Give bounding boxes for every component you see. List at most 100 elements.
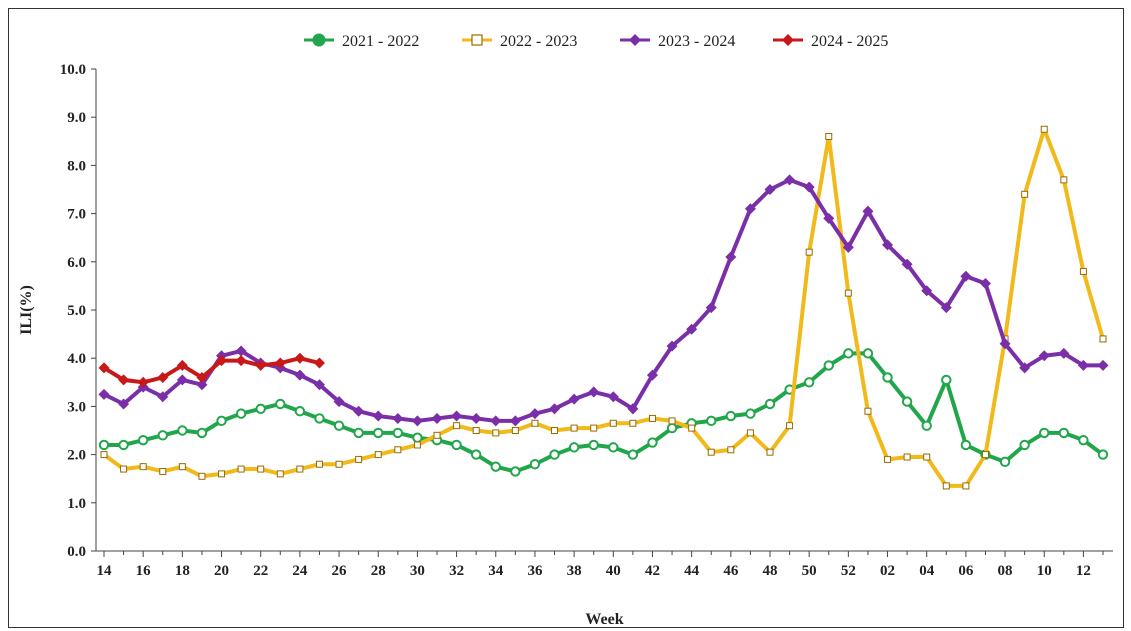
- data-point: [843, 348, 854, 359]
- x-tick-label: 16: [136, 563, 152, 579]
- data-point: [511, 427, 519, 434]
- x-axis-title: Week: [585, 611, 623, 628]
- data-point: [981, 451, 989, 459]
- data-point: [255, 359, 267, 371]
- x-tick-label: 20: [214, 563, 229, 579]
- data-point: [706, 415, 717, 427]
- data-point: [786, 422, 794, 430]
- data-point: [98, 388, 110, 400]
- x-tick-label: 22: [253, 563, 268, 579]
- legend-item: 2021 - 2022: [304, 33, 419, 50]
- legend-item: 2022 - 2023: [462, 33, 577, 50]
- data-point: [492, 429, 500, 437]
- x-tick-label: 50: [802, 563, 817, 579]
- data-point: [257, 465, 265, 473]
- data-point: [666, 340, 678, 352]
- y-tick-label: 2.0: [67, 448, 86, 464]
- data-point: [392, 427, 404, 439]
- data-point: [100, 451, 108, 459]
- data-point: [882, 372, 893, 383]
- data-point: [118, 374, 130, 386]
- data-point: [688, 424, 696, 432]
- data-point: [549, 449, 560, 460]
- data-point: [646, 369, 658, 381]
- data-point: [255, 403, 266, 415]
- series-line: [102, 351, 1105, 474]
- data-point: [1019, 362, 1031, 374]
- data-point: [1099, 335, 1107, 343]
- data-point: [1097, 449, 1109, 460]
- x-tick-label: 48: [763, 563, 778, 579]
- series-1: [98, 348, 1109, 477]
- data-point: [727, 446, 735, 454]
- x-tick-label: 08: [998, 563, 1013, 579]
- data-point: [705, 302, 717, 314]
- data-point: [490, 415, 502, 427]
- data-point: [766, 448, 774, 456]
- data-point: [707, 448, 715, 456]
- data-point: [862, 348, 874, 359]
- data-point: [1019, 439, 1030, 451]
- data-point: [216, 355, 228, 367]
- data-point: [275, 398, 286, 410]
- x-tick-label: 26: [332, 563, 348, 579]
- data-point: [725, 251, 737, 263]
- legend-label: 2023 - 2024: [658, 33, 735, 50]
- data-point: [529, 408, 541, 420]
- x-tick-label: 14: [97, 563, 113, 579]
- data-point: [1021, 190, 1029, 198]
- data-point: [274, 357, 286, 369]
- data-point: [451, 439, 462, 451]
- data-point: [431, 412, 443, 424]
- data-point: [353, 405, 365, 417]
- x-tick-labels: 14 16 18 20 22 24 26 28 30 32 34 36 38 40 42 44 46 48 50 52…: [97, 563, 1091, 579]
- data-point: [472, 427, 480, 434]
- data-point: [157, 430, 168, 441]
- y-tick-label: 5.0: [67, 303, 86, 319]
- legend-label: 2021 - 2022: [342, 33, 419, 50]
- y-tick-label: 6.0: [67, 255, 86, 271]
- data-point: [470, 412, 482, 424]
- x-tick-label: 46: [723, 563, 739, 579]
- legend-swatch-marker: [782, 34, 794, 46]
- data-point: [1077, 359, 1089, 371]
- data-point: [176, 359, 188, 371]
- data-point: [315, 460, 323, 468]
- legend: 2021 - 2022 2022 - 2023 2023 - 2024 2024 - …: [304, 33, 888, 50]
- data-point: [568, 393, 580, 405]
- data-point: [942, 482, 950, 490]
- data-point: [609, 419, 617, 427]
- data-point: [1078, 434, 1089, 446]
- data-point: [764, 183, 776, 196]
- legend-swatch-marker: [312, 33, 326, 47]
- data-point: [803, 181, 815, 193]
- data-point: [470, 449, 482, 460]
- legend-item: 2023 - 2024: [620, 33, 735, 50]
- data-point: [176, 374, 188, 386]
- data-point: [668, 417, 676, 425]
- data-point: [647, 437, 658, 448]
- data-point: [588, 386, 600, 398]
- x-tick-label: 06: [958, 563, 974, 579]
- data-point: [98, 439, 110, 451]
- data-point: [823, 360, 834, 371]
- data-point: [120, 465, 128, 473]
- data-point: [999, 456, 1011, 468]
- data-point: [746, 429, 754, 437]
- data-point: [568, 442, 580, 453]
- x-tick-label: 52: [841, 563, 856, 579]
- data-point: [823, 212, 835, 224]
- data-point: [825, 132, 833, 140]
- data-point: [842, 241, 854, 253]
- data-point: [940, 302, 952, 314]
- data-point: [608, 442, 619, 453]
- y-tick-label: 1.0: [67, 496, 86, 512]
- data-point: [198, 472, 206, 480]
- data-point: [139, 463, 147, 471]
- data-point: [962, 482, 970, 490]
- y-axis-title: ILI(%): [18, 285, 35, 335]
- y-tick-label: 9.0: [67, 110, 86, 126]
- data-point: [725, 410, 737, 422]
